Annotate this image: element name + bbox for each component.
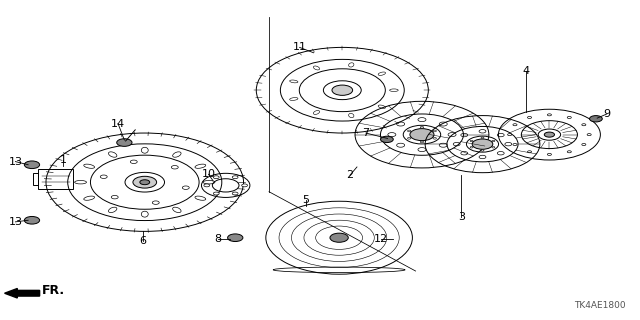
Text: 10: 10	[202, 169, 216, 179]
Text: 9: 9	[603, 109, 611, 119]
Circle shape	[527, 116, 532, 118]
Circle shape	[381, 136, 394, 142]
Circle shape	[420, 141, 424, 143]
Circle shape	[204, 184, 210, 187]
Text: 4: 4	[522, 66, 529, 76]
Circle shape	[232, 176, 238, 179]
Circle shape	[513, 143, 517, 146]
Circle shape	[228, 234, 243, 242]
Text: 11: 11	[292, 42, 307, 52]
FancyArrow shape	[4, 288, 40, 298]
Circle shape	[242, 184, 248, 187]
Text: 12: 12	[374, 234, 388, 244]
Circle shape	[492, 147, 495, 148]
Ellipse shape	[330, 233, 348, 242]
Circle shape	[213, 192, 219, 195]
Circle shape	[116, 139, 132, 146]
Text: 14: 14	[111, 118, 125, 129]
Circle shape	[232, 192, 238, 195]
Circle shape	[508, 134, 511, 136]
Text: 13: 13	[8, 217, 22, 227]
Circle shape	[408, 138, 411, 139]
Circle shape	[152, 201, 159, 204]
Circle shape	[433, 138, 436, 139]
Circle shape	[433, 130, 436, 132]
Circle shape	[547, 153, 552, 156]
Text: 8: 8	[214, 234, 221, 244]
Circle shape	[410, 129, 434, 140]
Text: 7: 7	[362, 128, 369, 138]
Circle shape	[131, 160, 137, 164]
Circle shape	[24, 161, 40, 169]
Bar	[33, 173, 38, 185]
Circle shape	[582, 124, 586, 126]
Circle shape	[182, 186, 189, 189]
Circle shape	[582, 143, 586, 146]
Text: 6: 6	[140, 236, 147, 246]
Circle shape	[472, 139, 493, 149]
Circle shape	[332, 85, 353, 95]
Circle shape	[513, 124, 517, 126]
Circle shape	[481, 150, 484, 151]
Circle shape	[470, 140, 473, 142]
Circle shape	[24, 216, 40, 224]
Circle shape	[527, 151, 532, 153]
Circle shape	[481, 137, 484, 139]
Circle shape	[492, 140, 495, 142]
Circle shape	[172, 165, 179, 169]
Circle shape	[111, 196, 118, 199]
Text: 3: 3	[458, 212, 465, 222]
Circle shape	[408, 130, 411, 132]
Circle shape	[547, 114, 552, 116]
Circle shape	[589, 116, 602, 122]
Circle shape	[544, 132, 554, 137]
Bar	[38, 169, 73, 189]
Circle shape	[420, 126, 424, 128]
Circle shape	[213, 176, 219, 179]
Circle shape	[100, 175, 107, 179]
Circle shape	[140, 180, 150, 185]
Text: 1: 1	[60, 155, 67, 165]
Circle shape	[567, 151, 572, 153]
Text: TK4AE1800: TK4AE1800	[574, 301, 626, 310]
Text: 5: 5	[303, 195, 310, 205]
Circle shape	[587, 134, 591, 136]
Circle shape	[567, 116, 572, 118]
Text: 2: 2	[346, 170, 353, 180]
Text: 13: 13	[8, 156, 22, 167]
Circle shape	[470, 147, 473, 148]
Circle shape	[133, 176, 157, 188]
Text: FR.: FR.	[42, 284, 65, 297]
